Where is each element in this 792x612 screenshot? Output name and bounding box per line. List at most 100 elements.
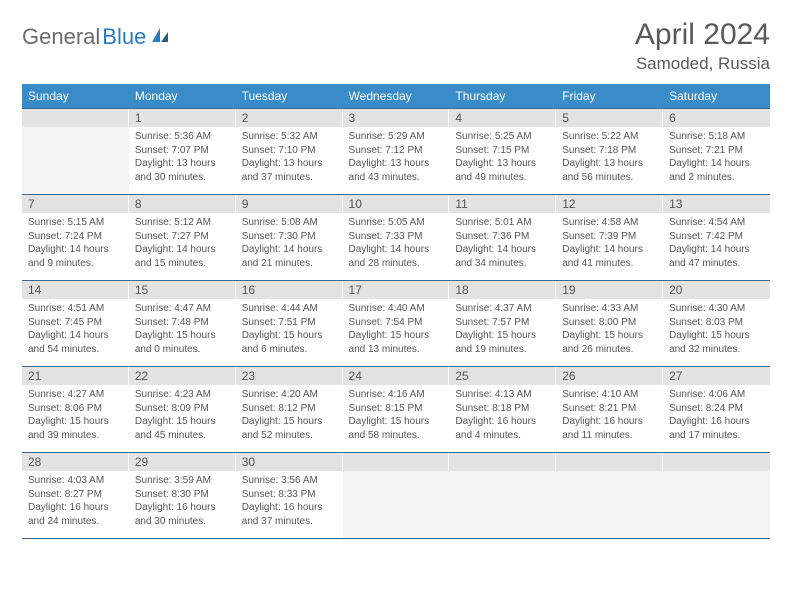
day-body: Sunrise: 4:23 AMSunset: 8:09 PMDaylight:… [129,385,236,446]
location: Samoded, Russia [635,54,770,74]
sunset-line: Sunset: 8:12 PM [242,402,337,416]
day-number: 26 [556,367,663,385]
day-body: Sunrise: 5:29 AMSunset: 7:12 PMDaylight:… [343,127,450,188]
sunset-line: Sunset: 8:18 PM [455,402,550,416]
calendar-week: 7Sunrise: 5:15 AMSunset: 7:24 PMDaylight… [22,195,770,281]
day-body: Sunrise: 5:18 AMSunset: 7:21 PMDaylight:… [663,127,770,188]
day-body: Sunrise: 5:12 AMSunset: 7:27 PMDaylight:… [129,213,236,274]
day-body: Sunrise: 4:47 AMSunset: 7:48 PMDaylight:… [129,299,236,360]
sunrise-line: Sunrise: 4:06 AM [669,388,764,402]
sunrise-line: Sunrise: 4:03 AM [28,474,123,488]
daylight-line: Daylight: 13 hours and 56 minutes. [562,157,657,184]
day-body: Sunrise: 5:15 AMSunset: 7:24 PMDaylight:… [22,213,129,274]
calendar-week: 14Sunrise: 4:51 AMSunset: 7:45 PMDayligh… [22,281,770,367]
calendar-cell: 10Sunrise: 5:05 AMSunset: 7:33 PMDayligh… [343,195,450,281]
day-number: 10 [343,195,450,213]
calendar-cell: 30Sunrise: 3:56 AMSunset: 8:33 PMDayligh… [236,453,343,539]
day-body: Sunrise: 4:03 AMSunset: 8:27 PMDaylight:… [22,471,129,532]
day-number: 7 [22,195,129,213]
day-number: 29 [129,453,236,471]
calendar-week: 1Sunrise: 5:36 AMSunset: 7:07 PMDaylight… [22,109,770,195]
sunset-line: Sunset: 8:03 PM [669,316,764,330]
daylight-line: Daylight: 15 hours and 0 minutes. [135,329,230,356]
day-number: 30 [236,453,343,471]
day-number: 5 [556,109,663,127]
day-body: Sunrise: 4:54 AMSunset: 7:42 PMDaylight:… [663,213,770,274]
weekday-header: Monday [129,84,236,109]
daylight-line: Daylight: 14 hours and 41 minutes. [562,243,657,270]
daylight-line: Daylight: 14 hours and 28 minutes. [349,243,444,270]
day-number: 18 [449,281,556,299]
sunset-line: Sunset: 7:24 PM [28,230,123,244]
sunrise-line: Sunrise: 4:27 AM [28,388,123,402]
sunset-line: Sunset: 8:33 PM [242,488,337,502]
calendar-cell: 2Sunrise: 5:32 AMSunset: 7:10 PMDaylight… [236,109,343,195]
day-body: Sunrise: 4:10 AMSunset: 8:21 PMDaylight:… [556,385,663,446]
day-number: 21 [22,367,129,385]
calendar-week: 21 Sunrise: 4:27 AMSunset: 8:06 PM Dayligh… [22,367,770,453]
sunrise-line: Sunrise: 4:58 AM [562,216,657,230]
calendar-cell [556,453,663,539]
sunset-line: Sunset: 8:00 PM [562,316,657,330]
weekday-header: Sunday [22,84,129,109]
sunrise-line: Sunrise: 4:44 AM [242,302,337,316]
day-number: 1 [129,109,236,127]
sunset-line: Sunset: 7:21 PM [669,144,764,158]
day-body: Sunrise: 4:58 AMSunset: 7:39 PMDaylight:… [556,213,663,274]
daylight-line: Daylight: 16 hours and 17 minutes. [669,415,764,442]
day-number: 12 [556,195,663,213]
sunrise-line: Sunrise: 4:47 AM [135,302,230,316]
sunset-line: Sunset: 8:15 PM [349,402,444,416]
day-number: 24 [343,367,450,385]
sunrise-line: Sunrise: 5:25 AM [455,130,550,144]
weekday-header: Wednesday [343,84,450,109]
day-body: Sunrise: 4:13 AMSunset: 8:18 PMDaylight:… [449,385,556,446]
calendar-cell: 13Sunrise: 4:54 AMSunset: 7:42 PMDayligh… [663,195,770,281]
sunset-line: Sunset: 8:06 PM [28,402,123,416]
sunrise-line: Sunrise: 5:18 AM [669,130,764,144]
daylight-line: Daylight: 15 hours and 6 minutes. [242,329,337,356]
daylight-line: Daylight: 14 hours and 2 minutes. [669,157,764,184]
day-number: 15 [129,281,236,299]
weekday-header: Friday [556,84,663,109]
title-block: April 2024 Samoded, Russia [635,18,770,74]
day-body: Sunrise: 4:30 AMSunset: 8:03 PMDaylight:… [663,299,770,360]
daylight-line: Daylight: 13 hours and 30 minutes. [135,157,230,184]
calendar-cell: 6Sunrise: 5:18 AMSunset: 7:21 PMDaylight… [663,109,770,195]
day-number: 11 [449,195,556,213]
daylight-line: Daylight: 15 hours and 19 minutes. [455,329,550,356]
day-number: 25 [449,367,556,385]
calendar-week: 28Sunrise: 4:03 AMSunset: 8:27 PMDayligh… [22,453,770,539]
day-body: Sunrise: 4:06 AMSunset: 8:24 PMDaylight:… [663,385,770,446]
calendar-cell: 21Sunrise: 4:27 AMSunset: 8:06 PMDayligh… [22,367,129,453]
sunset-line: Sunset: 7:27 PM [135,230,230,244]
calendar-cell: 18Sunrise: 4:37 AMSunset: 7:57 PMDayligh… [449,281,556,367]
sunrise-line: Sunrise: 5:15 AM [28,216,123,230]
calendar-cell: 17Sunrise: 4:40 AMSunset: 7:54 PMDayligh… [343,281,450,367]
day-number: 3 [343,109,450,127]
sunrise-line: Sunrise: 4:20 AM [242,388,337,402]
calendar-cell: 5Sunrise: 5:22 AMSunset: 7:18 PMDaylight… [556,109,663,195]
sunrise-line: Sunrise: 4:13 AM [455,388,550,402]
sunset-line: Sunset: 7:33 PM [349,230,444,244]
calendar-cell: 7Sunrise: 5:15 AMSunset: 7:24 PMDaylight… [22,195,129,281]
daylight-line: Daylight: 14 hours and 54 minutes. [28,329,123,356]
day-body: Sunrise: 4:16 AMSunset: 8:15 PMDaylight:… [343,385,450,446]
sunset-line: Sunset: 7:42 PM [669,230,764,244]
daylight-line: Daylight: 15 hours and 32 minutes. [669,329,764,356]
day-body: Sunrise: 5:25 AMSunset: 7:15 PMDaylight:… [449,127,556,188]
daylight-line: Daylight: 15 hours and 26 minutes. [562,329,657,356]
day-number: 27 [663,367,770,385]
calendar-cell: 14Sunrise: 4:51 AMSunset: 7:45 PMDayligh… [22,281,129,367]
calendar-cell [663,453,770,539]
header: GeneralBlue April 2024 Samoded, Russia [22,18,770,74]
sunset-line: Sunset: 7:07 PM [135,144,230,158]
day-body: Sunrise: 4:20 AMSunset: 8:12 PMDaylight:… [236,385,343,446]
sunrise-line: Sunrise: 4:37 AM [455,302,550,316]
day-number: 28 [22,453,129,471]
daylight-line: Daylight: 16 hours and 11 minutes. [562,415,657,442]
calendar-cell [449,453,556,539]
brand-general: General [22,24,100,50]
sunset-line: Sunset: 8:21 PM [562,402,657,416]
sunset-line: Sunset: 7:30 PM [242,230,337,244]
